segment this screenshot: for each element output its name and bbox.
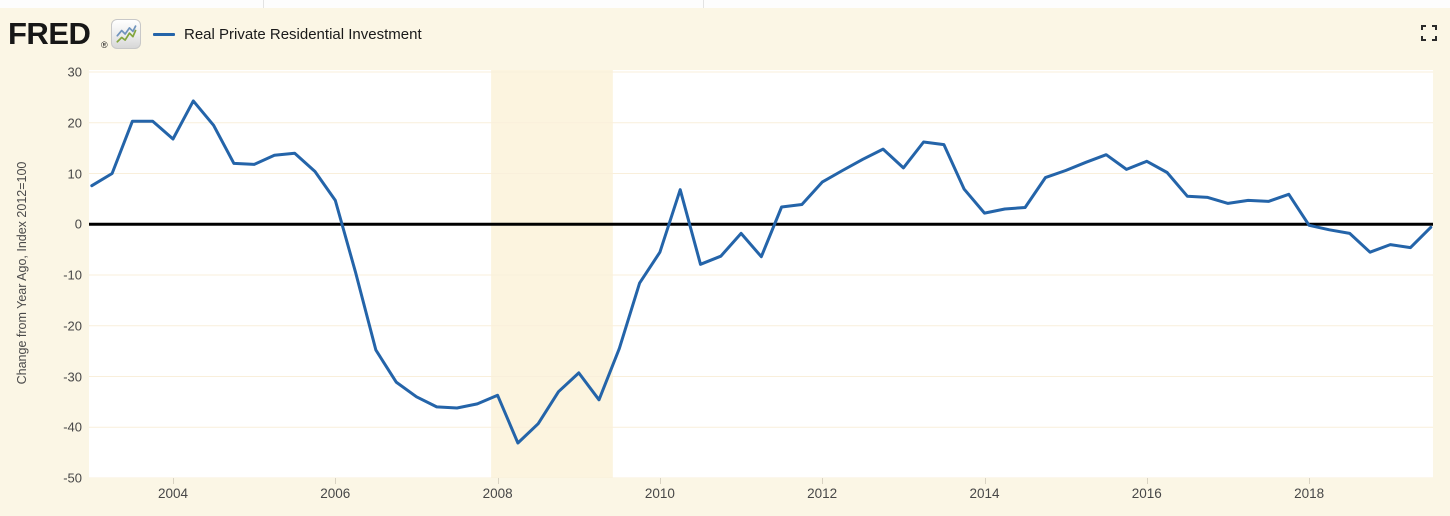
y-tick-label: 20	[67, 115, 82, 131]
top-browser-strip	[0, 0, 1450, 8]
plot-area[interactable]	[89, 70, 1433, 478]
x-tick-mark	[173, 478, 174, 484]
registered-mark: ®	[101, 40, 108, 50]
x-tick-mark	[335, 478, 337, 484]
y-tick-label: -10	[63, 267, 82, 283]
x-tick-mark	[497, 478, 499, 484]
x-tick-mark	[659, 478, 661, 484]
y-tick-label: -30	[63, 369, 82, 384]
x-tick-label: 2006	[320, 486, 351, 501]
legend: Real Private Residential Investment	[153, 26, 422, 43]
browser-tab-divider	[703, 0, 704, 8]
y-tick-label: 0	[74, 216, 82, 232]
recession-band	[491, 70, 613, 478]
fullscreen-icon[interactable]	[1421, 25, 1437, 41]
x-tick-label: 2018	[1294, 486, 1325, 501]
x-tick-label: 2014	[969, 486, 1000, 501]
legend-line-swatch	[153, 32, 175, 37]
x-tick-mark	[1146, 478, 1148, 484]
x-tick-label: 2004	[157, 486, 189, 501]
x-tick-mark	[822, 478, 824, 484]
y-tick-label: -20	[63, 318, 82, 334]
x-tick-mark	[1309, 478, 1311, 484]
y-tick-label: -40	[63, 419, 82, 435]
x-tick-label: 2008	[482, 486, 513, 501]
x-tick-label: 2016	[1131, 486, 1162, 501]
fred-logo[interactable]: FRED	[8, 16, 91, 51]
line-chart[interactable]	[89, 70, 1433, 478]
x-tick-label: 2012	[807, 486, 838, 501]
x-tick-mark	[984, 478, 986, 484]
y-tick-label: -50	[63, 470, 82, 486]
y-tick-label: 10	[67, 166, 82, 181]
browser-tab-divider	[263, 0, 264, 8]
legend-label: Real Private Residential Investment	[184, 26, 422, 43]
fred-logo-chart-icon	[111, 19, 141, 49]
x-tick-label: 2010	[644, 486, 675, 501]
y-axis-title: Change from Year Ago, Index 2012=100	[15, 161, 29, 385]
data-line[interactable]	[90, 99, 1433, 445]
fred-chart-widget: FRED ® Real Private Residential Investme…	[0, 8, 1450, 516]
y-tick-label: 30	[67, 64, 82, 80]
